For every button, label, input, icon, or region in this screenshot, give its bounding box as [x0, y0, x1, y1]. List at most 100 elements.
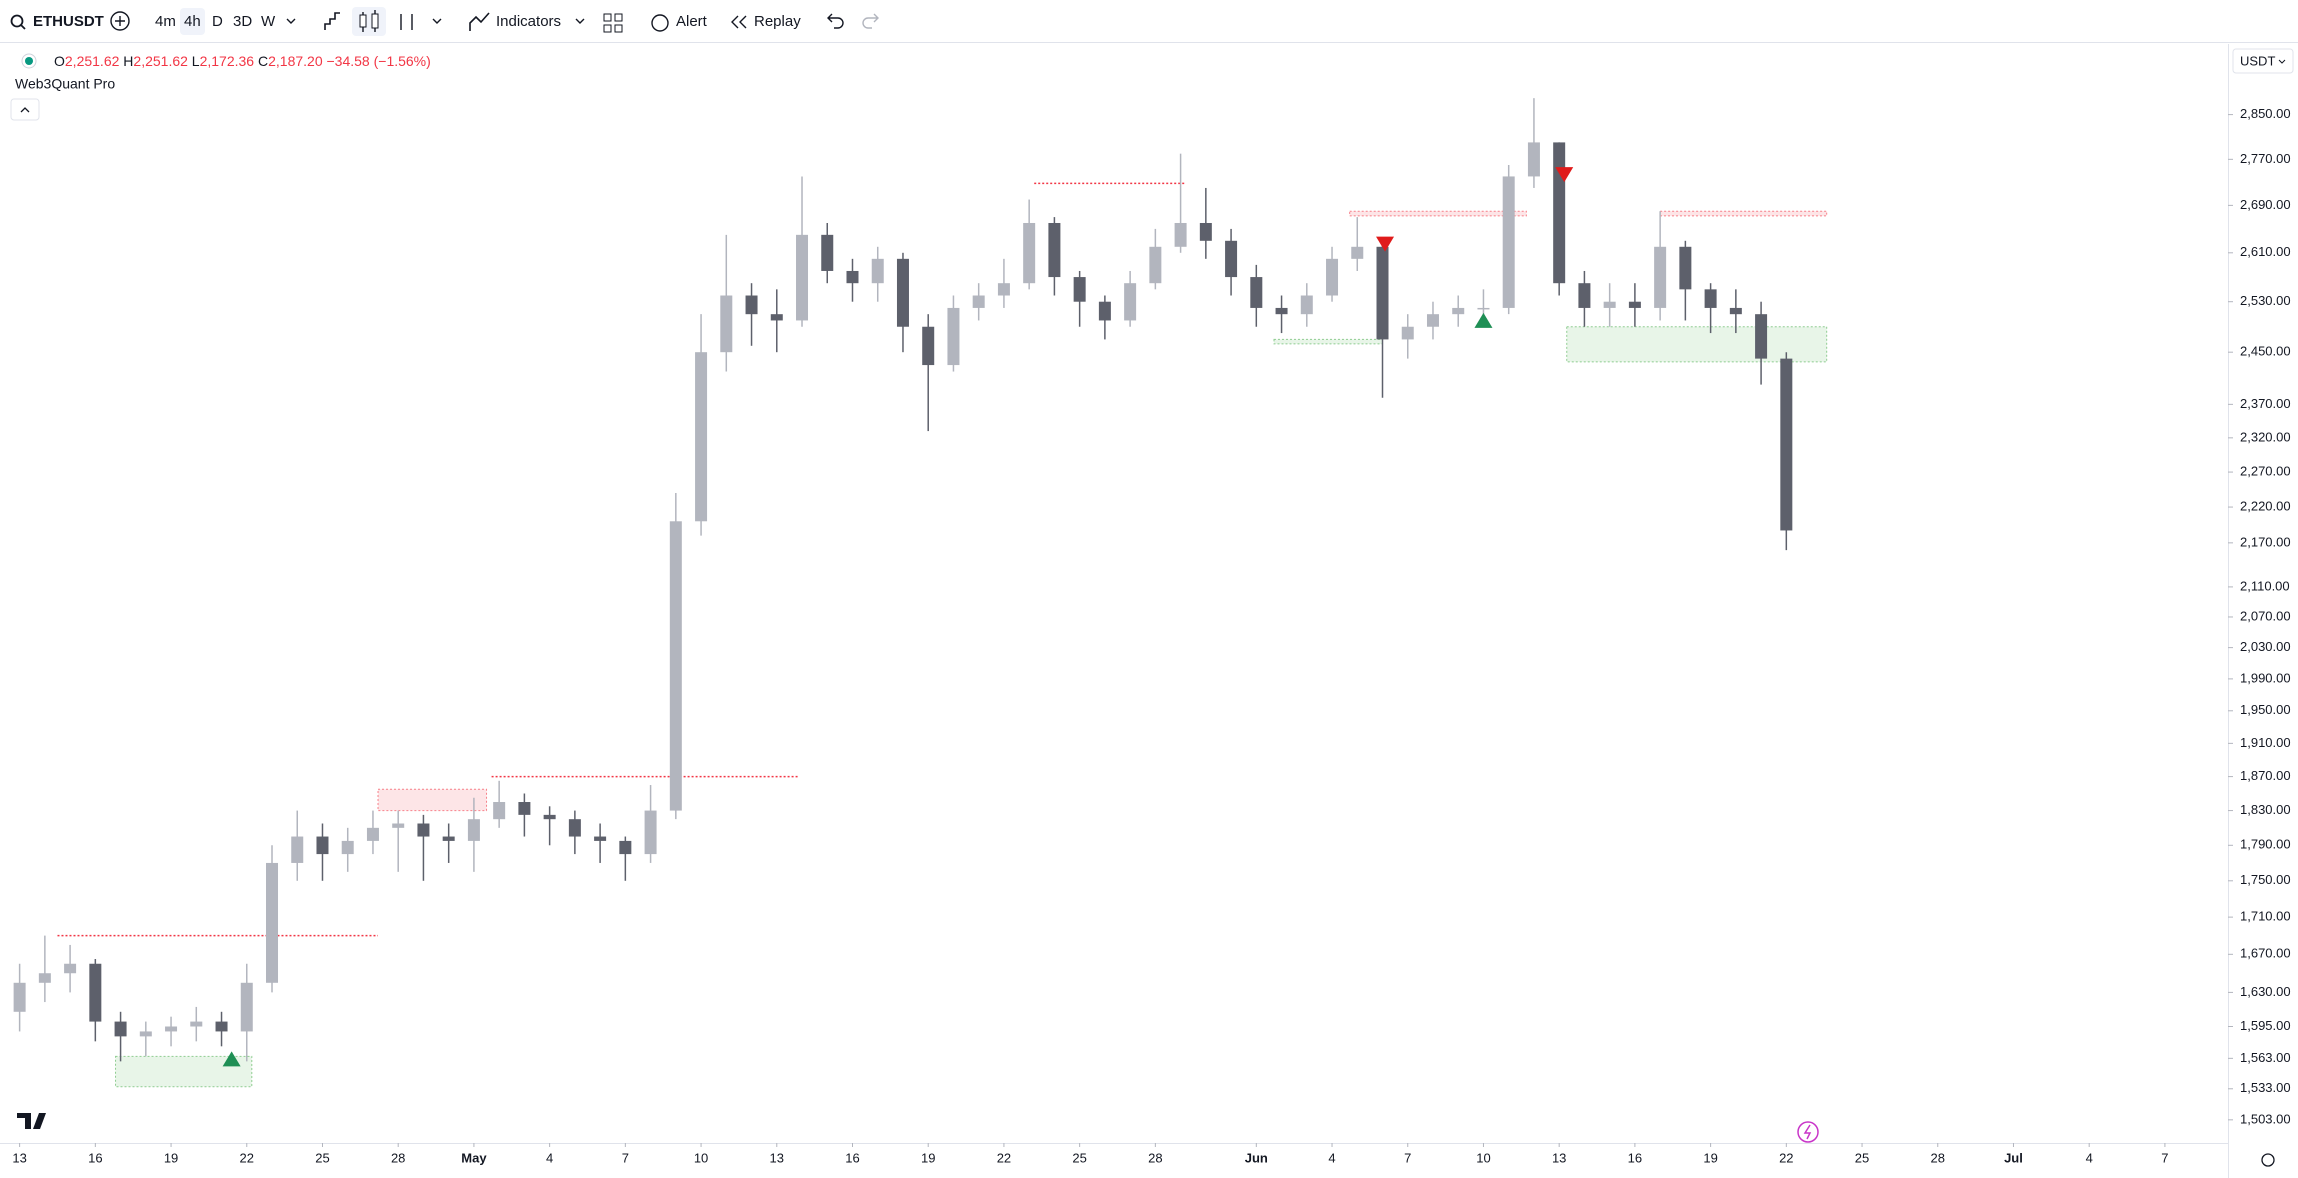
- candle-body: [266, 862, 279, 983]
- x-tick-label: 28: [1148, 1150, 1162, 1165]
- y-tick-label: 1,710.00: [2240, 909, 2291, 924]
- x-tick-label: 25: [1855, 1150, 1869, 1165]
- zone: [377, 788, 488, 812]
- candle-body: [947, 307, 960, 366]
- candle-body: [1048, 222, 1061, 278]
- currency-dropdown: [2278, 59, 2286, 64]
- signal-arrow: [1474, 312, 1493, 328]
- chart-type-icon[interactable]: [400, 14, 413, 30]
- candle-body: [240, 982, 253, 1032]
- y-tick-label: 2,030.00: [2240, 639, 2291, 654]
- interval[interactable]: 4h: [184, 13, 201, 30]
- y-tick-label: 1,750.00: [2240, 872, 2291, 887]
- y-tick-label: 2,220.00: [2240, 499, 2291, 514]
- y-tick-label: 2,450.00: [2240, 344, 2291, 359]
- candle-body: [1275, 307, 1288, 315]
- search-icon[interactable]: [10, 14, 24, 28]
- candle-body: [1174, 222, 1187, 247]
- interval[interactable]: 4m: [155, 13, 176, 30]
- chart-type-bg: [352, 7, 386, 36]
- candle-body: [291, 836, 304, 863]
- settings-button[interactable]: [2261, 1153, 2275, 1167]
- candle-body: [1250, 277, 1263, 308]
- symbol[interactable]: ETHUSDT: [33, 13, 104, 30]
- candle-body: [997, 283, 1010, 296]
- interval-dropdown[interactable]: [286, 18, 296, 24]
- candle-body: [1729, 307, 1742, 315]
- y-tick-label: 2,070.00: [2240, 608, 2291, 623]
- plot: 2,850.00 2,770.00 2,690.00 2,610.00 2,530.00…: [12, 98, 2291, 1165]
- lightning-icon: [1803, 1124, 1812, 1140]
- y-tick-label: 2,370.00: [2240, 396, 2291, 411]
- candle-body: [215, 1021, 228, 1032]
- replay-icon[interactable]: [731, 15, 747, 29]
- lightning-button[interactable]: [1797, 1121, 1819, 1143]
- interval[interactable]: W: [261, 13, 276, 30]
- currency[interactable]: USDT: [2240, 53, 2275, 68]
- y-tick-label: 1,950.00: [2240, 702, 2291, 717]
- candle-body: [38, 973, 51, 983]
- x-tick-label: 22: [997, 1150, 1011, 1165]
- undo[interactable]: [827, 13, 844, 29]
- bar-style-icon[interactable]: [324, 12, 340, 30]
- legend-value: 2,251.62: [65, 53, 120, 69]
- legend-label: H: [123, 53, 133, 69]
- y-tick-label: 1,670.00: [2240, 946, 2291, 961]
- interval[interactable]: D: [212, 13, 223, 30]
- redo[interactable]: [862, 13, 879, 29]
- legend-label: L: [192, 53, 200, 69]
- replay-button[interactable]: Replay: [754, 13, 801, 30]
- y-tick-label: 1,503.00: [2240, 1111, 2291, 1126]
- alert-icon[interactable]: [651, 14, 669, 32]
- signal-arrow: [1376, 236, 1395, 252]
- candle-body: [341, 840, 354, 855]
- templates-icon: [614, 24, 623, 33]
- candle-body: [366, 827, 379, 841]
- candle-body: [1376, 246, 1389, 340]
- candle-body: [417, 823, 430, 837]
- x-tick-label: 25: [1072, 1150, 1086, 1165]
- candle-body: [896, 258, 909, 327]
- candle-body: [972, 295, 985, 308]
- indicators-icon[interactable]: [469, 12, 490, 31]
- toolbar-bg: [0, 0, 2298, 42]
- collapse-button[interactable]: [10, 98, 40, 121]
- legend-label: C: [258, 53, 268, 69]
- y-tick-label: 1,870.00: [2240, 768, 2291, 783]
- candle-body: [619, 840, 632, 855]
- candle-body: [1426, 314, 1439, 327]
- templates-icon[interactable]: [603, 13, 612, 22]
- y-tick-label: 2,530.00: [2240, 293, 2291, 308]
- candle-body: [1225, 240, 1238, 278]
- x-tick-label: 13: [1552, 1150, 1566, 1165]
- candle-body: [392, 823, 405, 828]
- indicator-name[interactable]: Web3Quant Pro: [15, 76, 115, 92]
- legend-label: O: [54, 53, 65, 69]
- indicators-dropdown[interactable]: [575, 18, 585, 24]
- candle-body: [669, 521, 682, 811]
- y-tick-label: 1,790.00: [2240, 837, 2291, 852]
- zone: [1273, 338, 1384, 345]
- candle-body: [13, 982, 26, 1012]
- zone: [1349, 210, 1527, 217]
- candle-body: [1124, 283, 1137, 321]
- candle-body: [568, 819, 581, 837]
- x-tick-label: 16: [88, 1150, 102, 1165]
- x-tick-label: 4: [1328, 1150, 1335, 1165]
- x-tick-label: 22: [1779, 1150, 1793, 1165]
- tv-logo[interactable]: [17, 1113, 46, 1129]
- currency-button[interactable]: [2232, 48, 2294, 74]
- add-symbol[interactable]: [110, 11, 130, 31]
- candle-body: [1073, 277, 1086, 302]
- candle-body: [1553, 142, 1566, 284]
- legend-value: 2,251.62: [133, 53, 188, 69]
- chart-type-dropdown[interactable]: [432, 18, 442, 24]
- legend-change: −34.58 (−1.56%): [327, 53, 431, 69]
- collapse-icon: [20, 107, 30, 113]
- candle-body: [745, 295, 758, 315]
- alert-button[interactable]: Alert: [676, 13, 708, 30]
- interval[interactable]: 3D: [233, 13, 252, 30]
- candle-body: [846, 270, 859, 284]
- y-tick-label: 1,595.00: [2240, 1018, 2291, 1033]
- indicators-button[interactable]: Indicators: [496, 13, 561, 30]
